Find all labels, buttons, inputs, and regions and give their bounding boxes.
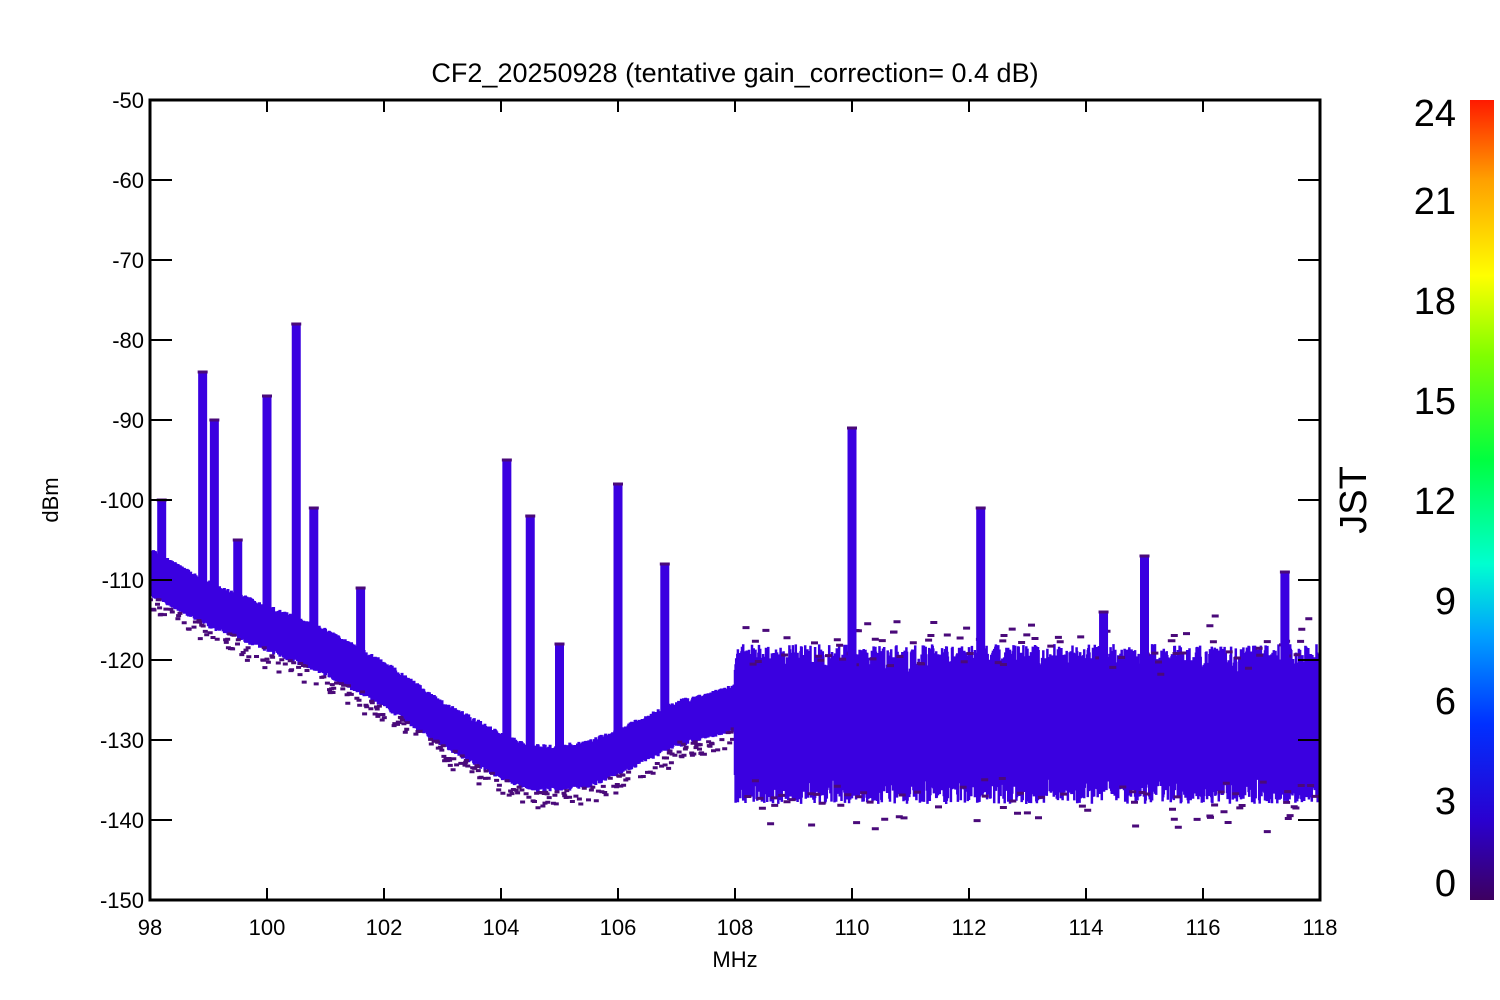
colorbar-tick-label: 9 — [1435, 581, 1456, 623]
y-tick-label: -150 — [100, 888, 144, 913]
y-axis-label: dBm — [38, 477, 63, 522]
x-axis-label: MHz — [712, 947, 757, 972]
x-tick-label: 100 — [249, 915, 286, 940]
data-markers — [150, 322, 1320, 834]
colorbar — [1470, 100, 1494, 900]
noise-floor-low — [150, 550, 737, 792]
y-tick-label: -80 — [112, 328, 144, 353]
y-tick-label: -110 — [102, 568, 144, 593]
colorbar-tick-label: 24 — [1414, 93, 1456, 135]
chart-title: CF2_20250928 (tentative gain_correction=… — [431, 58, 1038, 88]
colorbar-tick-label: 12 — [1414, 481, 1456, 523]
x-tick-label: 102 — [366, 915, 403, 940]
y-tick-label: -90 — [112, 408, 144, 433]
x-tick-label: 118 — [1302, 915, 1337, 940]
x-axis: 98 100 102 104 106 108 110 112 114 116 118 — [138, 100, 1338, 940]
x-tick-label: 98 — [138, 915, 162, 940]
x-tick-label: 110 — [834, 915, 869, 940]
x-tick-label: 114 — [1068, 915, 1103, 940]
x-tick-label: 106 — [600, 915, 637, 940]
x-tick-label: 108 — [717, 915, 754, 940]
y-axis: -50 -60 -70 -80 -90 -100 -110 -120 -130 -140 -150 — [100, 88, 1320, 913]
y-tick-label: -50 — [112, 88, 144, 113]
colorbar-tick-label: 0 — [1435, 863, 1456, 905]
colorbar-tick-label: 3 — [1435, 781, 1456, 823]
colorbar-label: JST — [1333, 466, 1375, 534]
colorbar-tick-label: 15 — [1414, 381, 1456, 423]
y-tick-label: -140 — [100, 808, 144, 833]
y-tick-label: -70 — [112, 248, 144, 273]
y-tick-label: -100 — [100, 488, 144, 513]
x-tick-label: 116 — [1185, 915, 1220, 940]
noise-floor-high — [733, 644, 1320, 804]
colorbar-tick-label: 6 — [1435, 681, 1456, 723]
colorbar-tick-label: 21 — [1414, 181, 1456, 223]
y-tick-label: -130 — [100, 728, 144, 753]
x-tick-label: 112 — [951, 915, 986, 940]
colorbar-tick-label: 18 — [1414, 281, 1456, 323]
y-tick-label: -120 — [100, 648, 144, 673]
y-tick-label: -60 — [112, 168, 144, 193]
x-tick-label: 104 — [483, 915, 520, 940]
colorbar-ticks: 0 3 6 9 12 15 18 21 24 — [1414, 93, 1456, 905]
